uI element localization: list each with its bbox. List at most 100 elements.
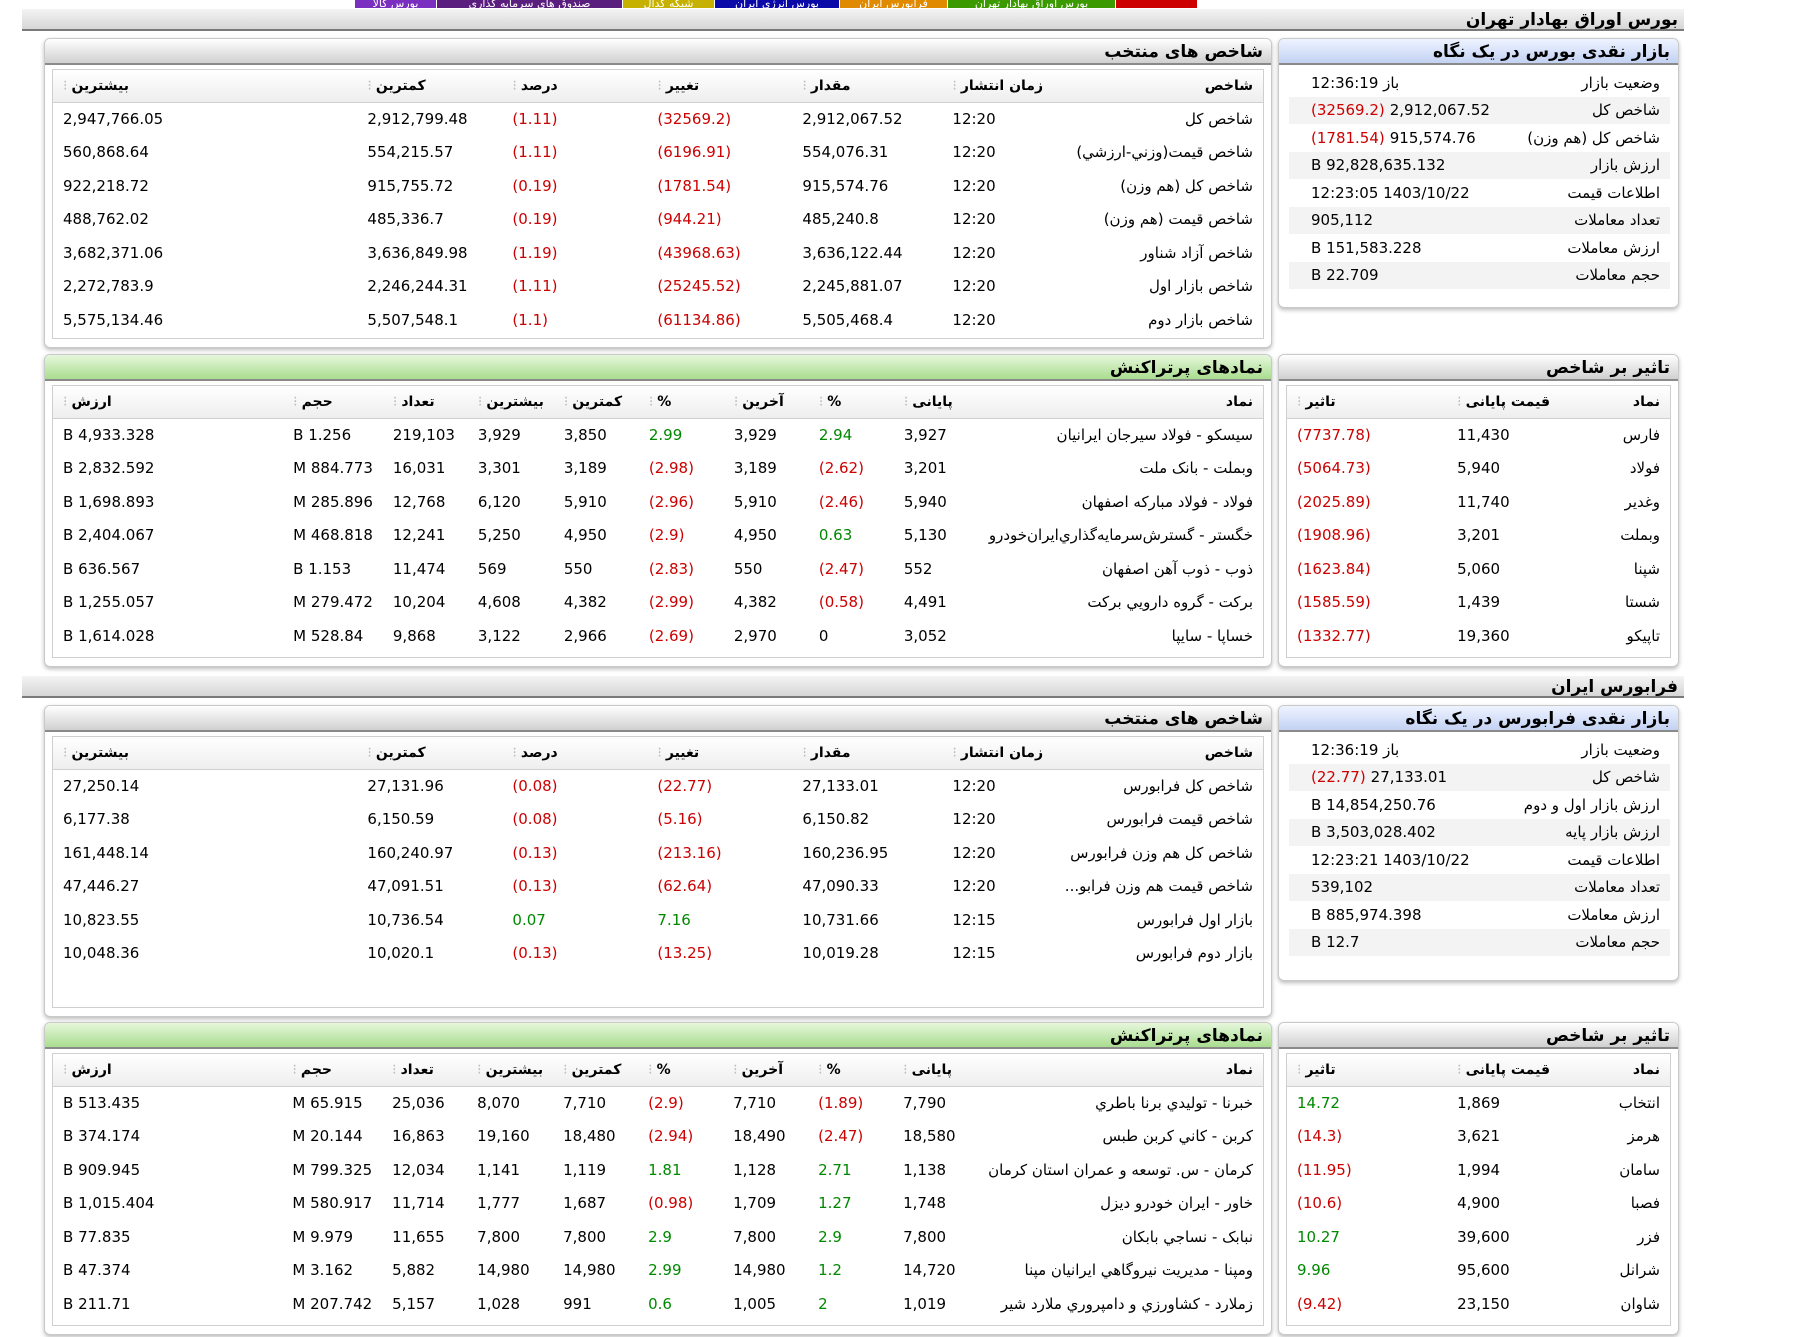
cell: 12:20 xyxy=(952,110,996,128)
column-header[interactable]: کمترین⁝ xyxy=(357,737,503,770)
column-header[interactable]: بیشترین⁝ xyxy=(53,737,358,770)
row-name[interactable]: تاپیکو xyxy=(1626,626,1660,645)
column-header[interactable]: %⁝ xyxy=(808,386,894,419)
row-name[interactable]: کرمان - س. توسعه و عمران استان کرمان xyxy=(988,1160,1253,1179)
column-header[interactable]: زمان انتشار⁝ xyxy=(942,70,1053,103)
row-name[interactable]: وبملت xyxy=(1620,526,1660,545)
column-header[interactable]: %⁝ xyxy=(808,1054,894,1087)
column-header[interactable]: قیمت پایانی⁝ xyxy=(1447,1054,1560,1087)
row-name[interactable]: شاخص کل xyxy=(1184,110,1253,128)
top-tab[interactable] xyxy=(1116,0,1198,8)
row-name[interactable]: شاخص بازار دوم xyxy=(1148,310,1253,329)
column-header[interactable]: آخرین⁝ xyxy=(723,386,809,419)
row-name[interactable]: فصبا xyxy=(1630,1194,1660,1213)
column-header[interactable]: تاثیر⁝ xyxy=(1287,386,1448,419)
ifb-indices-panel: شاخص های منتخب شاخص زمان انتشار⁝ مقدار⁝ تغی… xyxy=(44,705,1272,1017)
row-name[interactable]: ذوب - ذوب آهن اصفهان xyxy=(1101,559,1253,578)
row-name[interactable]: فولاد xyxy=(1629,459,1660,478)
column-header[interactable]: پایانی⁝ xyxy=(893,386,979,419)
column-header[interactable]: نماد xyxy=(1560,386,1670,419)
row-name[interactable]: شاخص قیمت (هم وزن) xyxy=(1103,210,1253,229)
column-header[interactable]: درصد⁝ xyxy=(502,70,648,103)
glance-value-text: 3,503,028.402 B xyxy=(1311,823,1436,842)
cell: 1.27 xyxy=(818,1194,852,1213)
row-name[interactable]: شاوان xyxy=(1620,1294,1660,1313)
column-header[interactable]: نماد xyxy=(1560,1054,1670,1087)
top-tab[interactable]: صندوق های سرمایه گذاری xyxy=(437,0,623,8)
row-name[interactable]: شاخص کل فرابورس xyxy=(1123,777,1253,795)
top-tab[interactable]: بورس کالا xyxy=(355,0,437,8)
column-header[interactable]: قیمت پایانی⁝ xyxy=(1447,386,1560,419)
cell: (2.47) xyxy=(818,559,864,578)
column-header[interactable]: %⁝ xyxy=(638,1054,724,1087)
top-tab[interactable]: شبکه کدال xyxy=(623,0,715,8)
column-header[interactable]: شاخص xyxy=(1053,737,1263,770)
row-name[interactable]: خساپا - سايپا xyxy=(1171,626,1253,645)
column-header[interactable]: پایانی⁝ xyxy=(893,1054,979,1087)
top-tab[interactable]: بورس اوراق بهادار تهران xyxy=(948,0,1116,8)
row-name[interactable]: خاور - ایران خودرو دیزل xyxy=(1100,1194,1253,1213)
cell: 161,448.14 xyxy=(63,843,149,862)
column-header[interactable]: ارزش⁝ xyxy=(53,386,284,419)
column-header[interactable]: بیشترین⁝ xyxy=(467,1054,554,1087)
column-header[interactable]: ارزش⁝ xyxy=(53,1054,283,1087)
column-header[interactable]: زمان انتشار⁝ xyxy=(942,737,1053,770)
row-name[interactable]: شاخص کل (هم وزن) xyxy=(1120,176,1253,195)
row-name[interactable]: برکت - گروه دارويي برکت xyxy=(1087,593,1253,612)
row-name[interactable]: وبملت - بانک ملت xyxy=(1139,459,1253,478)
row-name[interactable]: شاخص آزاد شناور xyxy=(1140,243,1253,262)
row-name[interactable]: کربن - کاني کربن طبس xyxy=(1102,1127,1253,1146)
column-header[interactable]: کمترین⁝ xyxy=(357,70,503,103)
row-name[interactable]: شاخص بازار اول xyxy=(1148,277,1253,296)
column-header[interactable]: نماد xyxy=(978,386,1263,419)
row-name[interactable]: هرمز xyxy=(1627,1127,1661,1146)
table-row: شاخص قیمت(وزني-ارزشي) 12:20 554,076.31 (619… xyxy=(53,136,1263,170)
column-header[interactable]: تاثیر⁝ xyxy=(1287,1054,1448,1087)
top-tab[interactable]: فرابورس ایران xyxy=(840,0,948,8)
column-header[interactable]: تغییر⁝ xyxy=(647,737,793,770)
row-name[interactable]: بازار اول فرابورس xyxy=(1136,910,1253,929)
row-name[interactable]: سیسکو - فولاد سیرجان ایرانیان xyxy=(1056,426,1253,444)
column-header[interactable]: مقدار⁝ xyxy=(792,70,943,103)
row-name[interactable]: ومپنا - مدیریت نیروگاهي ایرانیان مپنا xyxy=(1024,1261,1254,1280)
column-header[interactable]: کمترین⁝ xyxy=(553,386,639,419)
row-name[interactable]: بازار دوم فرابورس xyxy=(1135,944,1253,963)
row-name[interactable]: شاخص قیمت هم وزن فرابو... xyxy=(1064,877,1253,896)
column-header[interactable]: درصد⁝ xyxy=(502,737,648,770)
row-name[interactable]: سامان xyxy=(1619,1160,1660,1179)
column-header[interactable]: مقدار⁝ xyxy=(792,737,943,770)
row-name[interactable]: نبابک - نساجي بابکان xyxy=(1121,1227,1253,1246)
row-name[interactable]: شستا xyxy=(1624,593,1660,612)
row-name[interactable]: خگستر - گسترش‌سرمایه‌گذاري‌ایران‌خودرو xyxy=(988,526,1253,545)
row-name[interactable]: شپنا xyxy=(1633,559,1660,578)
row-name[interactable]: وغدیر xyxy=(1624,492,1660,511)
column-header[interactable]: شاخص xyxy=(1053,70,1263,103)
row-name[interactable]: شاخص قیمت(وزني-ارزشي) xyxy=(1076,143,1253,162)
row-name[interactable]: فارس xyxy=(1622,426,1660,444)
column-header[interactable]: کمترین⁝ xyxy=(553,1054,639,1087)
cell: 12:20 xyxy=(952,243,996,262)
column-header[interactable]: %⁝ xyxy=(638,386,724,419)
row-name[interactable]: فزر xyxy=(1637,1227,1660,1246)
row-name[interactable]: فولاد - فولاد مبارکه اصفهان xyxy=(1081,492,1253,511)
column-header[interactable]: حجم⁝ xyxy=(282,1054,383,1087)
column-separator: ⁝ xyxy=(733,1061,738,1078)
column-header[interactable]: بیشترین⁝ xyxy=(467,386,554,419)
table-row: شاخص کل (هم وزن) 12:20 915,574.76 (1781.54)… xyxy=(53,169,1263,203)
row-name[interactable]: خبرنا - تولیدي برنا باطري xyxy=(1095,1094,1253,1112)
column-header[interactable]: تعداد⁝ xyxy=(382,1054,468,1087)
column-header[interactable]: حجم⁝ xyxy=(283,386,383,419)
row-name[interactable]: شاخص قیمت فرابورس xyxy=(1106,810,1253,829)
row-name[interactable]: شاخص کل هم وزن فرابورس xyxy=(1070,843,1253,862)
column-header[interactable]: تغییر⁝ xyxy=(647,70,793,103)
column-header[interactable]: تعداد⁝ xyxy=(382,386,468,419)
row-name[interactable]: شرانل xyxy=(1619,1261,1660,1280)
row-name[interactable]: انتخاب xyxy=(1618,1094,1660,1112)
column-header[interactable]: آخرین⁝ xyxy=(723,1054,809,1087)
table-row: فصبا 4,900 (10.6) xyxy=(1287,1187,1670,1221)
cell: 1,005 xyxy=(733,1294,777,1313)
top-tab[interactable]: بورس انرژی ایران xyxy=(715,0,840,8)
column-header[interactable]: بیشترین⁝ xyxy=(53,70,358,103)
row-name[interactable]: زملارد - کشاورزي و دامپروري ملارد شير xyxy=(1000,1294,1253,1313)
column-header[interactable]: نماد xyxy=(978,1054,1263,1087)
